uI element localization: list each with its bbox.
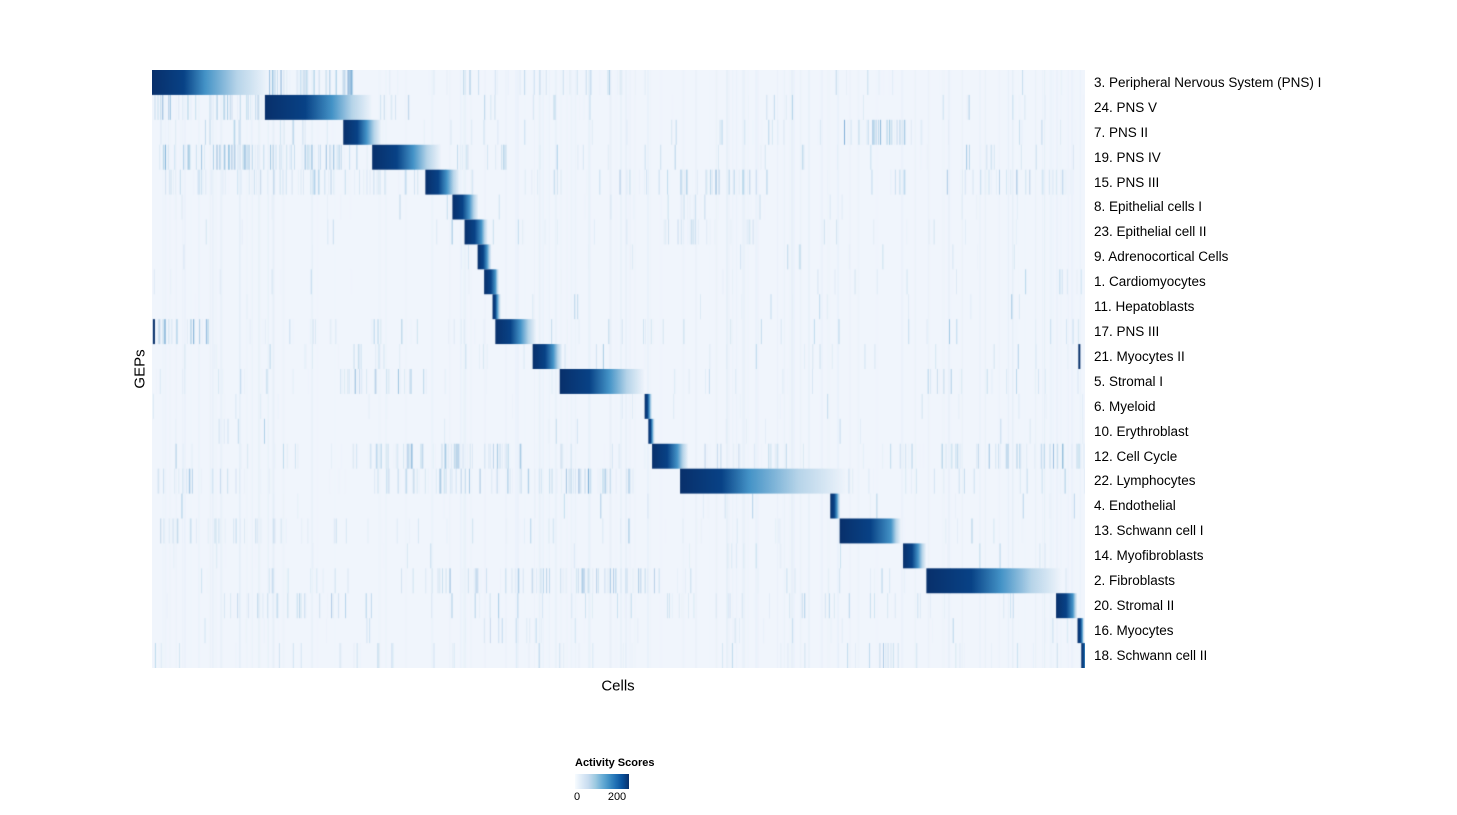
row-label: 4. Endothelial	[1094, 498, 1176, 514]
row-label: 21. Myocytes II	[1094, 348, 1185, 364]
row-label: 16. Myocytes	[1094, 622, 1174, 638]
row-label: 7. PNS II	[1094, 124, 1149, 140]
legend-gradient-bar	[575, 774, 629, 789]
row-label: 15. PNS III	[1094, 174, 1160, 190]
x-axis-label: Cells	[601, 677, 635, 695]
row-label: 23. Epithelial cell II	[1094, 224, 1207, 240]
row-label: 11. Hepatoblasts	[1094, 299, 1195, 315]
row-label: 12. Cell Cycle	[1094, 448, 1178, 464]
row-label: 22. Lymphocytes	[1094, 473, 1196, 489]
legend-tick-max: 200	[607, 791, 627, 803]
legend-title: Activity Scores	[575, 757, 655, 769]
legend-tick-min: 0	[573, 791, 581, 803]
row-label: 14. Myofibroblasts	[1094, 548, 1204, 564]
row-label: 18. Schwann cell II	[1094, 647, 1208, 663]
row-label: 10. Erythroblast	[1094, 423, 1189, 439]
row-labels-column: 3. Peripheral Nervous System (PNS) I 24. …	[1094, 70, 1454, 668]
row-label: 9. Adrenocortical Cells	[1094, 249, 1229, 265]
heatmap-canvas	[152, 70, 1085, 668]
row-label: 5. Stromal I	[1094, 373, 1164, 389]
row-label: 3. Peripheral Nervous System (PNS) I	[1094, 74, 1322, 90]
row-label: 19. PNS IV	[1094, 149, 1161, 165]
row-label: 6. Myeloid	[1094, 398, 1156, 414]
row-label: 24. PNS V	[1094, 99, 1158, 115]
y-axis-label: GEPs	[131, 349, 149, 389]
row-label: 1. Cardiomyocytes	[1094, 274, 1206, 290]
row-label: 20. Stromal II	[1094, 597, 1175, 613]
row-label: 17. PNS III	[1094, 324, 1160, 340]
row-label: 13. Schwann cell I	[1094, 523, 1204, 539]
legend-ticks: 0 200	[573, 791, 629, 806]
row-label: 2. Fibroblasts	[1094, 573, 1176, 589]
row-label: 8. Epithelial cells I	[1094, 199, 1203, 215]
colorbar-legend: Activity Scores 0 200	[573, 757, 715, 806]
